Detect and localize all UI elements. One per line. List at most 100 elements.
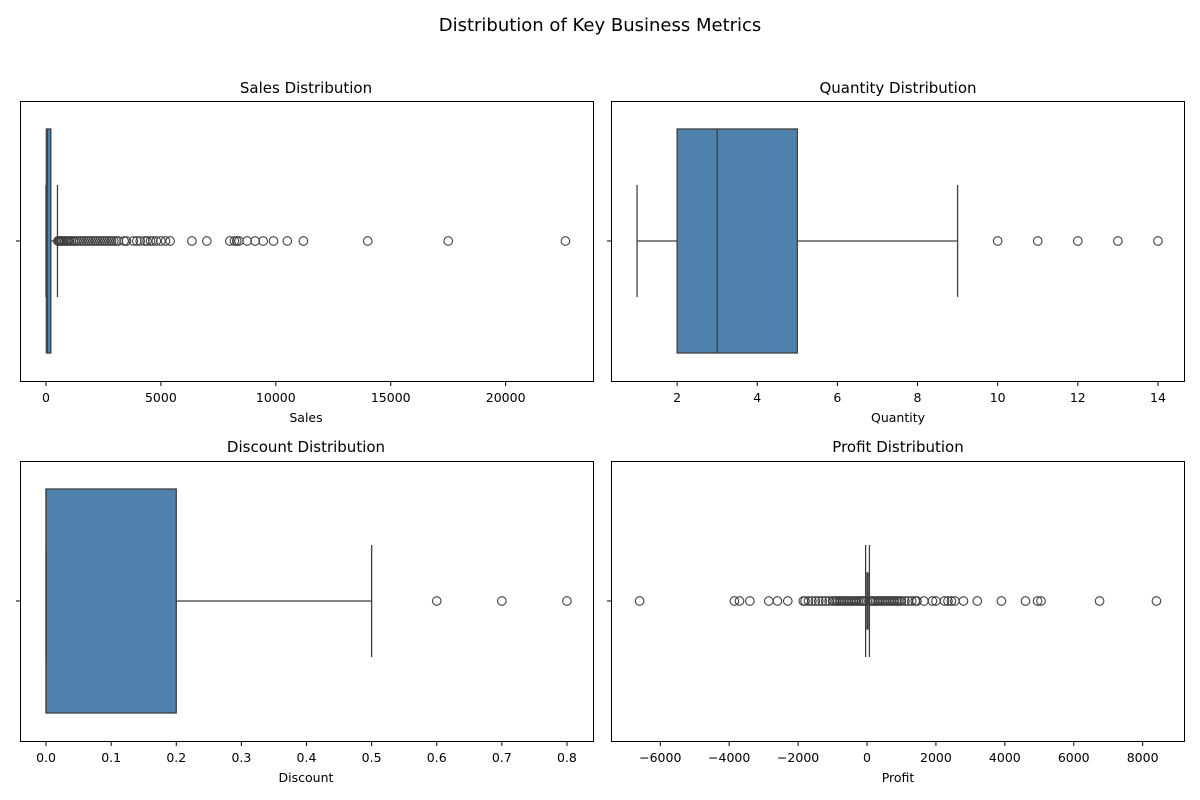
outlier-point bbox=[88, 236, 98, 246]
x-tick-label-profit: −6000 bbox=[639, 750, 681, 765]
outlier-point bbox=[224, 236, 235, 246]
outlier-point bbox=[906, 596, 917, 606]
outlier-point bbox=[1032, 236, 1043, 246]
x-tick-label-discount: 0.3 bbox=[231, 750, 251, 765]
outlier-point bbox=[298, 236, 309, 246]
panel-quantity: Quantity Distribution Quantity 2 4 6 8 10 12 1… bbox=[607, 79, 1185, 425]
outlier-point bbox=[729, 596, 740, 606]
outlier-point bbox=[810, 596, 821, 606]
axes-frame-sales bbox=[20, 101, 594, 382]
outlier-point bbox=[234, 236, 244, 246]
figure-suptitle: Distribution of Key Business Metrics bbox=[439, 15, 762, 36]
outlier-point bbox=[900, 596, 910, 606]
outlier-point bbox=[939, 596, 950, 606]
x-tick-label-discount: 0.6 bbox=[427, 750, 447, 765]
outlier-point bbox=[92, 236, 103, 246]
outlier-point bbox=[229, 236, 240, 246]
outlier-point bbox=[634, 596, 645, 606]
x-tick-label-discount: 0.5 bbox=[362, 750, 382, 765]
x-tick-label-profit: 8000 bbox=[1127, 750, 1159, 765]
box-sales bbox=[45, 128, 52, 354]
x-tick-label-profit: 6000 bbox=[1058, 750, 1090, 765]
outlier-point bbox=[147, 236, 158, 246]
outlier-point bbox=[803, 596, 814, 606]
outlier-point bbox=[121, 236, 132, 246]
x-tick-label-quantity: 8 bbox=[914, 390, 922, 405]
outlier-point bbox=[782, 596, 793, 606]
outlier-point bbox=[231, 236, 242, 246]
panel-title-discount: Discount Distribution bbox=[227, 438, 385, 456]
outlier-point bbox=[242, 236, 252, 246]
outlier-point bbox=[763, 596, 774, 606]
outlier-point bbox=[958, 596, 969, 606]
outlier-point bbox=[135, 236, 146, 246]
x-tick-label-discount: 0.7 bbox=[492, 750, 512, 765]
panel-title-profit: Profit Distribution bbox=[832, 438, 963, 456]
outlier-point bbox=[817, 596, 828, 606]
plot-area-discount bbox=[45, 488, 572, 714]
x-tick-label-sales: 15000 bbox=[371, 390, 411, 405]
plot-area-profit bbox=[634, 545, 1162, 657]
x-axis-label-sales: Sales bbox=[289, 410, 322, 425]
outlier-point bbox=[83, 236, 94, 246]
outlier-point bbox=[81, 236, 92, 246]
outlier-point bbox=[1094, 596, 1105, 606]
x-tick-label-quantity: 4 bbox=[753, 390, 761, 405]
outlier-point bbox=[1032, 596, 1043, 606]
panel-title-quantity: Quantity Distribution bbox=[819, 79, 976, 97]
x-tick-label-sales: 20000 bbox=[486, 390, 526, 405]
outlier-point bbox=[813, 596, 824, 606]
outlier-point bbox=[128, 236, 139, 246]
outlier-point bbox=[85, 236, 96, 246]
x-tick-label-profit: 2000 bbox=[920, 750, 952, 765]
outlier-point bbox=[90, 236, 101, 246]
outlier-point bbox=[560, 236, 571, 246]
outlier-point bbox=[943, 596, 953, 606]
x-tick-label-discount: 0.1 bbox=[101, 750, 121, 765]
outlier-point bbox=[142, 236, 152, 246]
outlier-point bbox=[111, 236, 121, 246]
outlier-point bbox=[104, 236, 115, 246]
outlier-point bbox=[258, 236, 269, 246]
outlier-point bbox=[187, 236, 197, 246]
x-tick-label-sales: 0 bbox=[42, 390, 50, 405]
outlier-point bbox=[145, 236, 156, 246]
x-tick-label-profit: −4000 bbox=[708, 750, 750, 765]
outlier-point bbox=[996, 596, 1007, 606]
outlier-point bbox=[113, 236, 124, 246]
outlier-point bbox=[202, 236, 212, 246]
plot-area-sales bbox=[45, 128, 571, 354]
x-tick-label-profit: 4000 bbox=[989, 750, 1021, 765]
outlier-point bbox=[95, 236, 105, 246]
outlier-point bbox=[160, 236, 171, 246]
outlier-point bbox=[800, 596, 810, 606]
x-tick-label-sales: 5000 bbox=[145, 390, 177, 405]
outlier-point bbox=[76, 236, 87, 246]
outlier-point bbox=[108, 236, 119, 246]
outlier-point bbox=[74, 236, 85, 246]
plot-area-quantity bbox=[636, 128, 1163, 354]
outlier-point bbox=[1153, 236, 1163, 246]
outlier-point bbox=[102, 236, 112, 246]
x-tick-label-sales: 10000 bbox=[256, 390, 296, 405]
outlier-point bbox=[1036, 596, 1046, 606]
outlier-point bbox=[562, 596, 572, 606]
outlier-point bbox=[99, 236, 110, 246]
x-tick-label-quantity: 2 bbox=[673, 390, 681, 405]
outlier-point bbox=[927, 596, 938, 606]
x-tick-label-profit: −2000 bbox=[777, 750, 819, 765]
x-axis-label-discount: Discount bbox=[279, 770, 334, 785]
x-tick-label-quantity: 12 bbox=[1070, 390, 1086, 405]
outlier-point bbox=[1151, 596, 1162, 606]
outlier-point bbox=[106, 236, 117, 246]
x-tick-label-discount: 0.2 bbox=[166, 750, 186, 765]
outlier-point bbox=[496, 596, 507, 606]
panel-discount: Discount Distribution Discount 0.0 0.1 0.2… bbox=[16, 438, 594, 785]
x-tick-label-discount: 0.8 bbox=[557, 750, 577, 765]
outlier-point bbox=[734, 596, 745, 606]
panel-profit: Profit Distribution Profit −6000 −4000 −20… bbox=[607, 438, 1185, 785]
outlier-point bbox=[443, 236, 454, 246]
panel-title-sales: Sales Distribution bbox=[240, 79, 372, 97]
outlier-point bbox=[362, 236, 373, 246]
